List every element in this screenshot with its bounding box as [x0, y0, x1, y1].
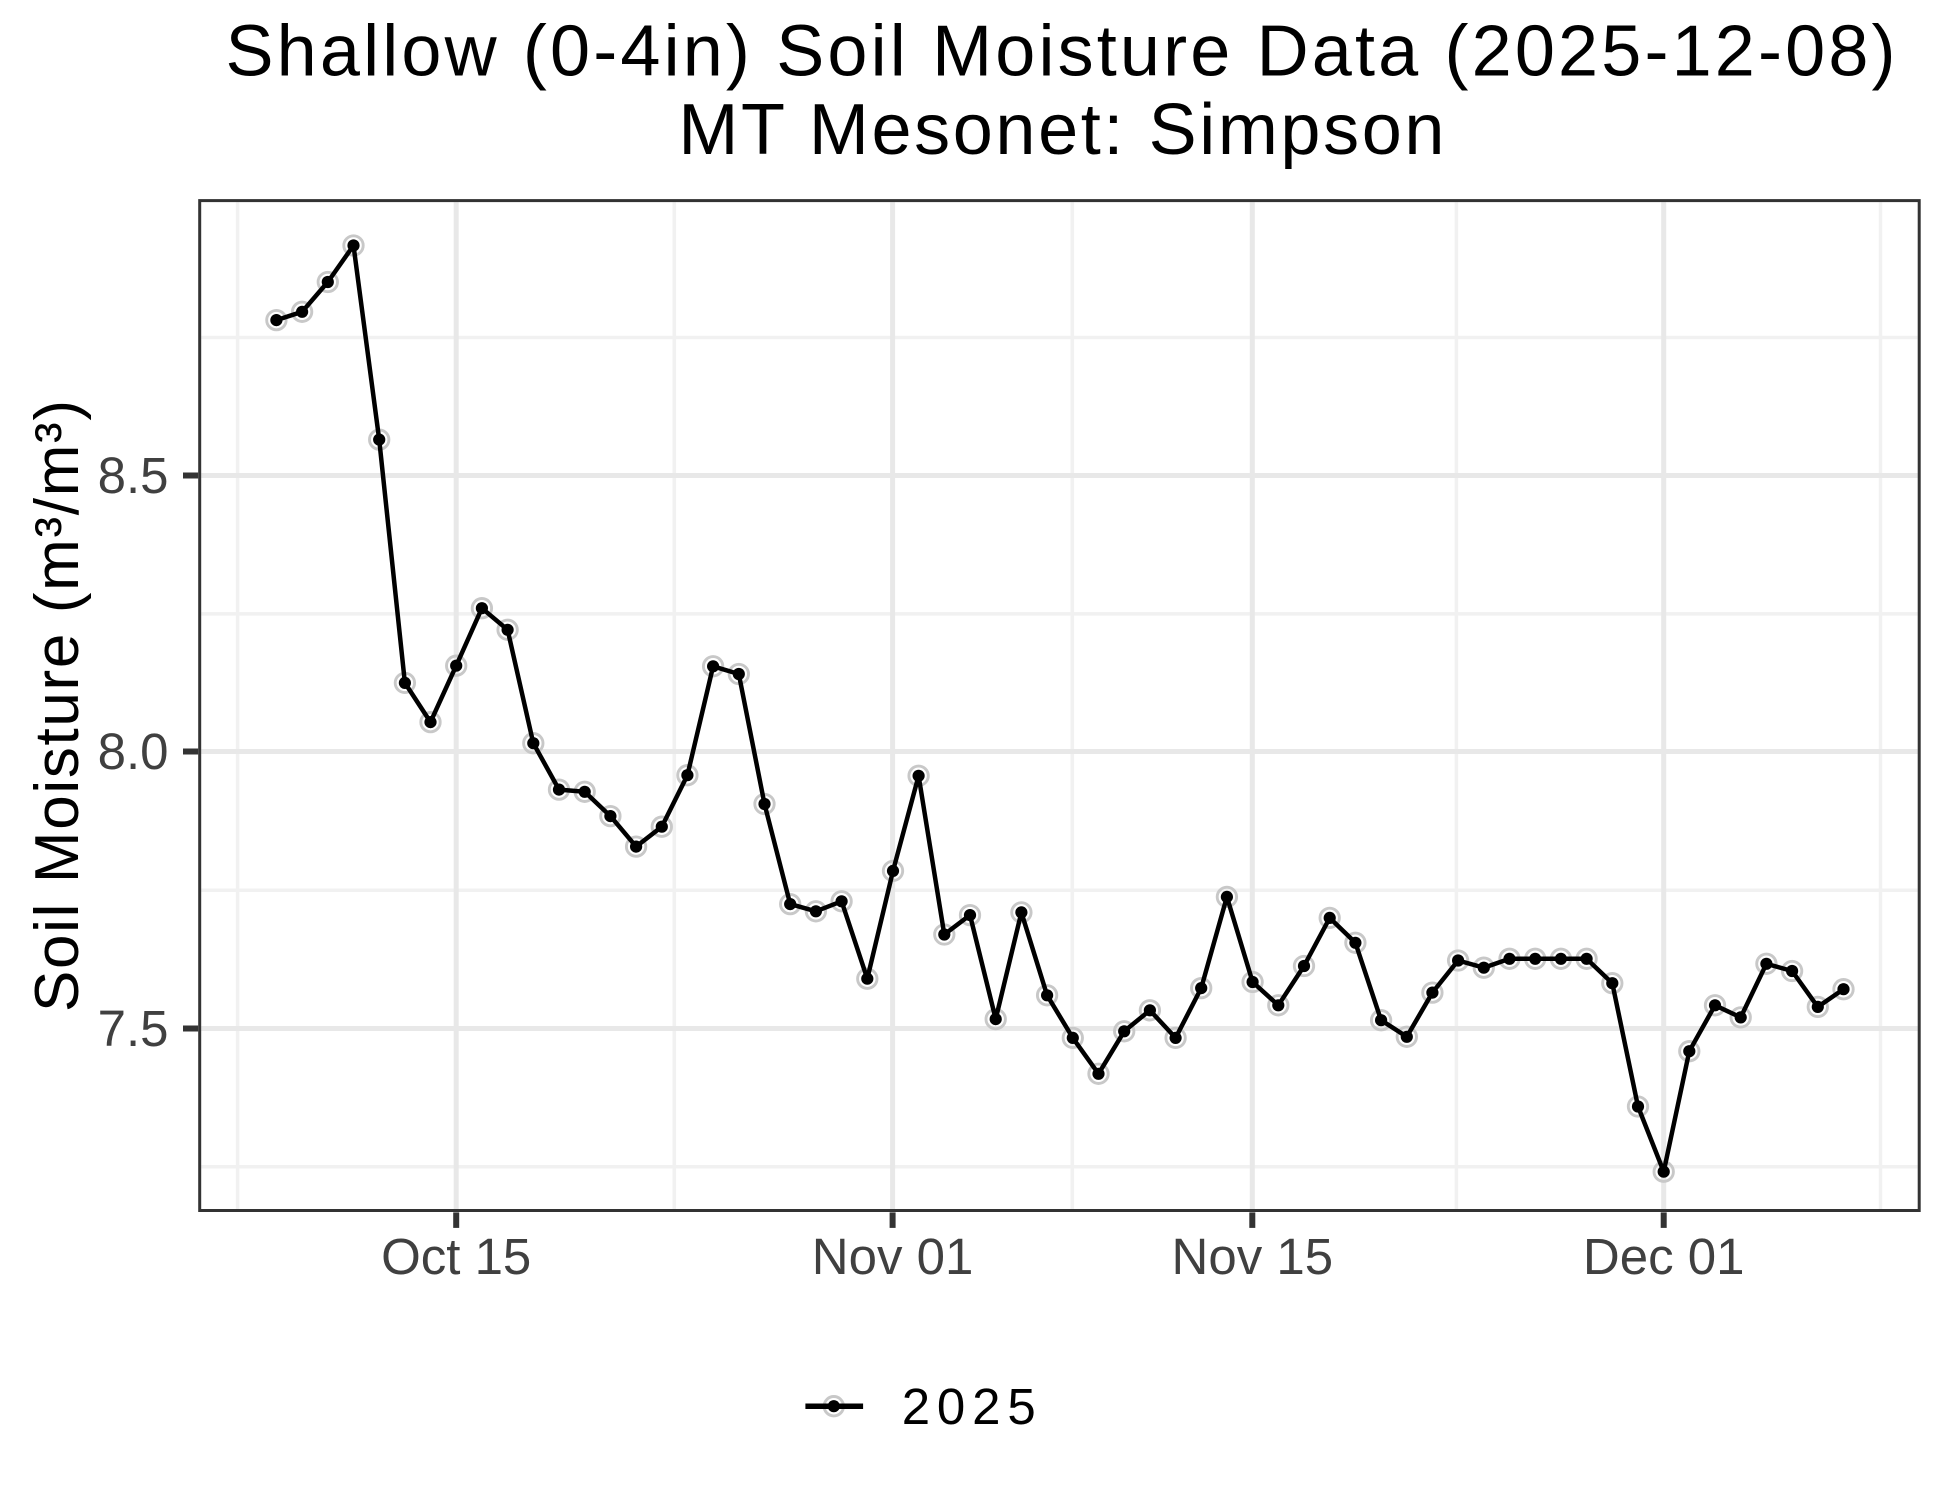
svg-text:8.5: 8.5: [98, 447, 169, 504]
svg-text:Dec 01: Dec 01: [1583, 1228, 1745, 1285]
svg-text:7.5: 7.5: [98, 1000, 169, 1057]
svg-text:Soil Moisture (m³/m³): Soil Moisture (m³/m³): [23, 400, 92, 1012]
svg-text:MT Mesonet: Simpson: MT Mesonet: Simpson: [678, 90, 1444, 170]
svg-text:8.0: 8.0: [98, 723, 169, 780]
svg-text:Oct 15: Oct 15: [381, 1228, 531, 1285]
svg-text:Shallow (0-4in) Soil Moisture: Shallow (0-4in) Soil Moisture Data (2025…: [226, 11, 1896, 91]
svg-text:Nov 15: Nov 15: [1172, 1228, 1334, 1285]
svg-text:Nov 01: Nov 01: [812, 1228, 974, 1285]
